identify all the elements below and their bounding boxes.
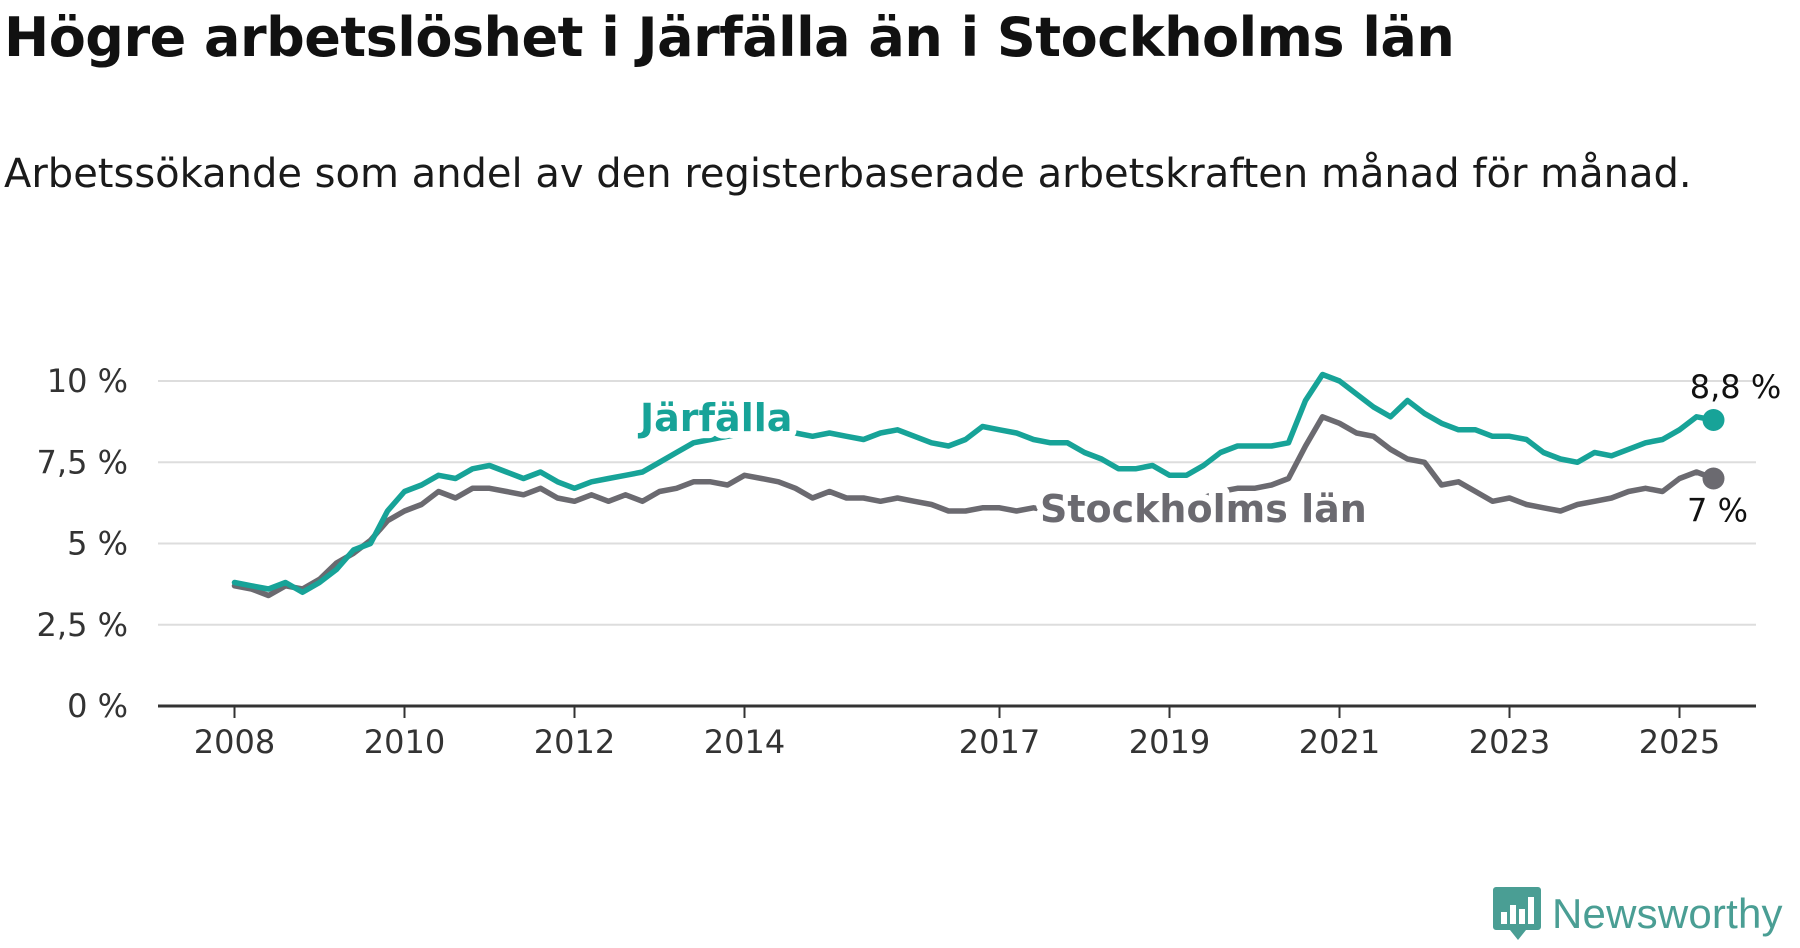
x-tick-label: 2021 [1299, 723, 1380, 761]
gridlines [158, 380, 1756, 626]
x-tick-label: 2019 [1129, 723, 1210, 761]
end-value-label-jarfalla: 8,8 % [1690, 368, 1781, 406]
series-lines [231, 371, 1725, 599]
series-labels: Järfälla Stockholms län 8,8 % 7 % [630, 368, 1781, 538]
y-tick-label: 0 % [67, 687, 128, 725]
series-label-stockholm: Stockholms län [1040, 487, 1367, 531]
series-end-point [1702, 467, 1725, 490]
y-axis-ticks: 0 % 2,5 % 5 % 7,5 % 10 % [37, 362, 128, 725]
y-tick-label: 7,5 % [37, 443, 128, 481]
y-tick-label: 2,5 % [37, 606, 128, 644]
x-tick-label: 2025 [1639, 723, 1720, 761]
x-tick-label: 2017 [959, 723, 1040, 761]
x-tick-label: 2023 [1469, 723, 1550, 761]
line-chart: 0 % 2,5 % 5 % 7,5 % 10 % 2008 2010 2012 2014 201… [37, 362, 1782, 761]
chart-title: Högre arbetslöshet i Järfälla än i Stock… [4, 6, 1455, 69]
newsworthy-logo-icon [1493, 887, 1541, 940]
newsworthy-logo: Newsworthy [1492, 885, 1783, 943]
y-tick-label: 10 % [47, 362, 128, 400]
y-tick-label: 5 % [67, 525, 128, 563]
x-tick-label: 2008 [194, 723, 275, 761]
x-tick-label: 2012 [534, 723, 615, 761]
chart-subtitle: Arbetssökande som andel av den registerb… [4, 151, 1692, 197]
series-line-jarfalla [231, 371, 1717, 596]
x-tick-label: 2014 [704, 723, 785, 761]
series-line-stockholm [231, 414, 1717, 599]
x-tick-label: 2010 [364, 723, 445, 761]
series-label-jarfalla: Järfälla [637, 396, 792, 440]
x-axis-ticks: 2008 2010 2012 2014 2017 2019 2021 2023 2025 [194, 706, 1720, 761]
newsworthy-wordmark: Newsworthy [1552, 890, 1783, 937]
series-end-point [1702, 409, 1725, 431]
end-value-label-stockholm: 7 % [1687, 492, 1748, 530]
